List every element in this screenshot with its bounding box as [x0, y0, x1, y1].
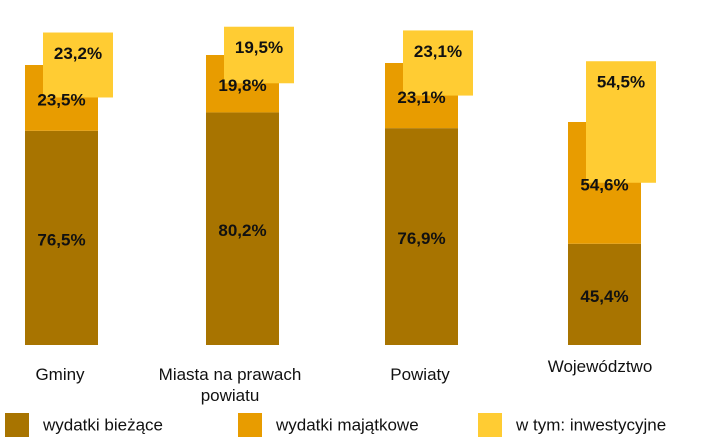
- bar-investment: [586, 61, 656, 183]
- value-label: 19,8%: [218, 76, 266, 95]
- bar-segment: [25, 130, 98, 345]
- bar-investment: [224, 26, 294, 84]
- value-label: 54,5%: [597, 73, 645, 92]
- value-label: 23,5%: [37, 90, 85, 109]
- bar-investment: [43, 32, 113, 98]
- value-label: 45,4%: [580, 287, 628, 306]
- legend-label: wydatki bieżące: [42, 415, 163, 434]
- value-label: 80,2%: [218, 221, 266, 240]
- legend-swatch: [238, 413, 262, 437]
- x-tick-label: Powiaty: [390, 365, 450, 384]
- value-label: 54,6%: [580, 175, 628, 194]
- legend-label: wydatki majątkowe: [275, 415, 419, 434]
- value-label: 76,9%: [397, 229, 445, 248]
- legend-swatch: [478, 413, 502, 437]
- legend-swatch: [5, 413, 29, 437]
- value-label: 23,1%: [414, 42, 462, 61]
- value-label: 23,1%: [397, 88, 445, 107]
- bar-segment: [385, 128, 458, 345]
- bar-segment: [568, 243, 641, 345]
- bar-segment: [206, 112, 279, 345]
- x-tick-label: Gminy: [35, 365, 85, 384]
- x-tick-label: Województwo: [547, 357, 653, 376]
- value-label: 76,5%: [37, 230, 85, 249]
- value-label: 23,2%: [54, 44, 102, 63]
- legend-label: w tym: inwestycyjne: [515, 415, 666, 434]
- bar-investment: [403, 30, 473, 96]
- x-tick-label: Miasta na prawach powiatu: [158, 365, 302, 405]
- value-label: 19,5%: [235, 38, 283, 57]
